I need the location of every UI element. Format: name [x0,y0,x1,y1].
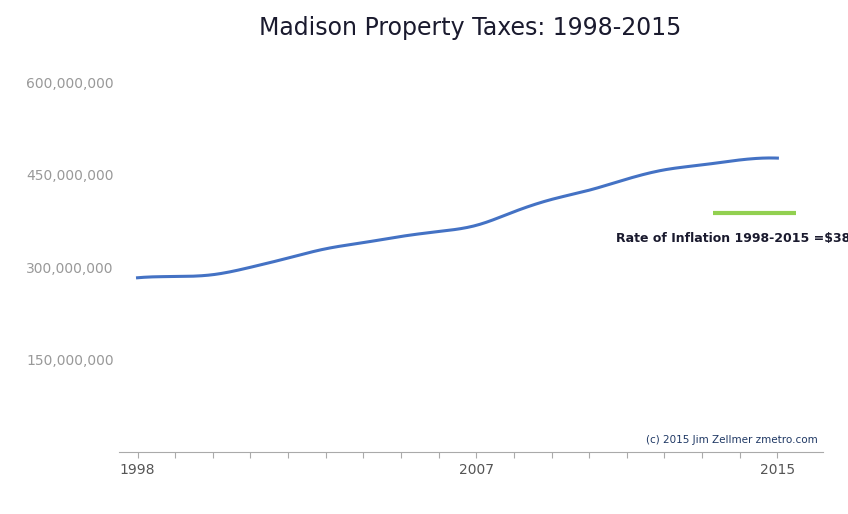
Title: Madison Property Taxes: 1998-2015: Madison Property Taxes: 1998-2015 [259,16,682,40]
Text: (c) 2015 Jim Zellmer zmetro.com: (c) 2015 Jim Zellmer zmetro.com [645,435,817,445]
Text: Rate of Inflation 1998-2015 =$387,815,510: Rate of Inflation 1998-2015 =$387,815,51… [616,232,848,245]
